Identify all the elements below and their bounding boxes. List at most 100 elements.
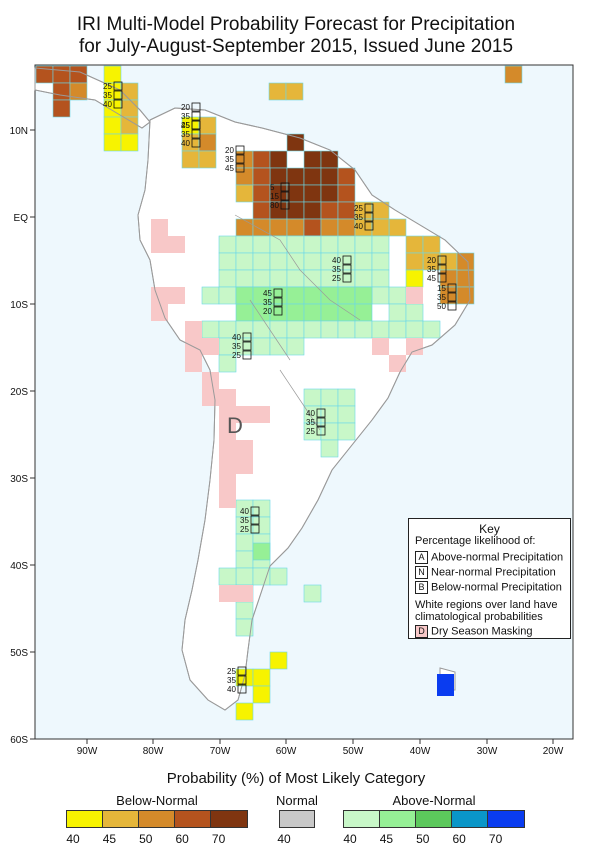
dry-season-cell bbox=[219, 491, 236, 508]
forecast-cell-above bbox=[320, 388, 339, 407]
forecast-cell-above bbox=[218, 354, 237, 373]
stack-box bbox=[316, 417, 326, 427]
stack-value: 35 bbox=[306, 418, 315, 427]
stack-value: 35 bbox=[181, 112, 190, 121]
stack-box bbox=[342, 255, 352, 265]
colorbar-title: Probability (%) of Most Likely Category bbox=[166, 770, 426, 787]
forecast-cell-below bbox=[252, 218, 271, 237]
dry-season-cell bbox=[151, 219, 168, 236]
stack-box bbox=[280, 200, 290, 210]
dry-season-cell bbox=[219, 423, 236, 440]
forecast-cell-below bbox=[405, 252, 424, 271]
forecast-cell-above bbox=[235, 567, 254, 586]
dry-season-cell bbox=[219, 457, 236, 474]
stack-value: 20 bbox=[263, 307, 272, 316]
forecast-cell-below bbox=[235, 218, 254, 237]
stack-value: 50 bbox=[437, 302, 446, 311]
forecast-cell-below bbox=[269, 150, 288, 169]
lat-label: 20S bbox=[10, 387, 28, 398]
stack-value: 35 bbox=[103, 91, 112, 100]
forecast-cell-above bbox=[286, 269, 305, 288]
stack-box bbox=[273, 288, 283, 298]
dry-season-cell bbox=[219, 440, 236, 457]
forecast-cell-above bbox=[388, 286, 407, 305]
stack-value: 40 bbox=[181, 139, 190, 148]
forecast-cell-above bbox=[269, 303, 288, 322]
stack-value: 40 bbox=[240, 507, 249, 516]
dry-season-cell bbox=[185, 355, 202, 372]
forecast-cell-above bbox=[235, 533, 254, 552]
colorbar-above bbox=[343, 810, 525, 828]
colorbar-tick: 50 bbox=[139, 832, 153, 846]
forecast-cell-below bbox=[504, 65, 523, 84]
forecast-cell-below bbox=[103, 65, 122, 84]
forecast-cell-above bbox=[269, 337, 288, 356]
stack-value: 35 bbox=[240, 516, 249, 525]
stack-value: 45 bbox=[427, 274, 436, 283]
forecast-cell-below bbox=[120, 133, 139, 152]
stack-box bbox=[235, 145, 245, 155]
stack-value: 35 bbox=[332, 265, 341, 274]
forecast-cell-below bbox=[252, 184, 271, 203]
stack-box bbox=[191, 129, 201, 139]
stack-value: 40 bbox=[232, 333, 241, 342]
dry-season-cell bbox=[219, 585, 236, 602]
forecast-cell-below bbox=[405, 269, 424, 288]
forecast-cell-below bbox=[439, 252, 458, 271]
colorbar-tick: 45 bbox=[379, 832, 394, 846]
forecast-cell-above bbox=[320, 286, 339, 305]
forecast-cell-above bbox=[269, 235, 288, 254]
forecast-cell-above bbox=[337, 303, 356, 322]
forecast-cell-above bbox=[235, 235, 254, 254]
dry-season-cell bbox=[219, 389, 236, 406]
forecast-cell-above bbox=[303, 235, 322, 254]
colorbar-above-label: Above-Normal bbox=[392, 793, 476, 808]
stack-box bbox=[235, 154, 245, 164]
colorbar-tick: 60 bbox=[175, 832, 189, 846]
forecast-cell-below bbox=[285, 82, 304, 101]
lon-label: 80W bbox=[143, 746, 164, 757]
colorbar-swatch bbox=[211, 811, 247, 827]
stack-box bbox=[237, 675, 247, 685]
forecast-cell-above bbox=[286, 320, 305, 339]
forecast-cell-below bbox=[456, 286, 475, 305]
stack-value: 5 bbox=[270, 183, 275, 192]
forecast-cell-below bbox=[303, 218, 322, 237]
forecast-cell-below bbox=[371, 218, 390, 237]
forecast-cell-below bbox=[252, 167, 271, 186]
stack-value: 25 bbox=[240, 525, 249, 534]
stack-value: 35 bbox=[225, 155, 234, 164]
stack-box bbox=[437, 255, 447, 265]
forecast-cell-below bbox=[337, 201, 356, 220]
dry-season-cell bbox=[236, 440, 253, 457]
forecast-cell-above bbox=[371, 286, 390, 305]
stack-box bbox=[342, 264, 352, 274]
stack-value: 45 bbox=[181, 121, 190, 130]
dry-season-letter: D bbox=[227, 413, 243, 438]
stack-box bbox=[191, 102, 201, 112]
dry-season-cell bbox=[372, 338, 389, 355]
forecast-cell-below bbox=[103, 133, 122, 152]
stack-box bbox=[113, 81, 123, 91]
stack-box bbox=[342, 273, 352, 283]
lon-label: 40W bbox=[410, 746, 431, 757]
forecast-cell-below bbox=[337, 167, 356, 186]
stack-box bbox=[447, 292, 457, 302]
forecast-cell-above bbox=[286, 286, 305, 305]
forecast-cell-above bbox=[269, 252, 288, 271]
forecast-cell-above bbox=[354, 269, 373, 288]
colorbar-tick: 60 bbox=[452, 832, 466, 846]
forecast-cell-above bbox=[286, 252, 305, 271]
forecast-cell-above bbox=[371, 235, 390, 254]
forecast-cell-below bbox=[198, 133, 217, 152]
forecast-cell-above bbox=[337, 320, 356, 339]
dry-season-cell bbox=[151, 236, 168, 253]
stack-box bbox=[437, 273, 447, 283]
